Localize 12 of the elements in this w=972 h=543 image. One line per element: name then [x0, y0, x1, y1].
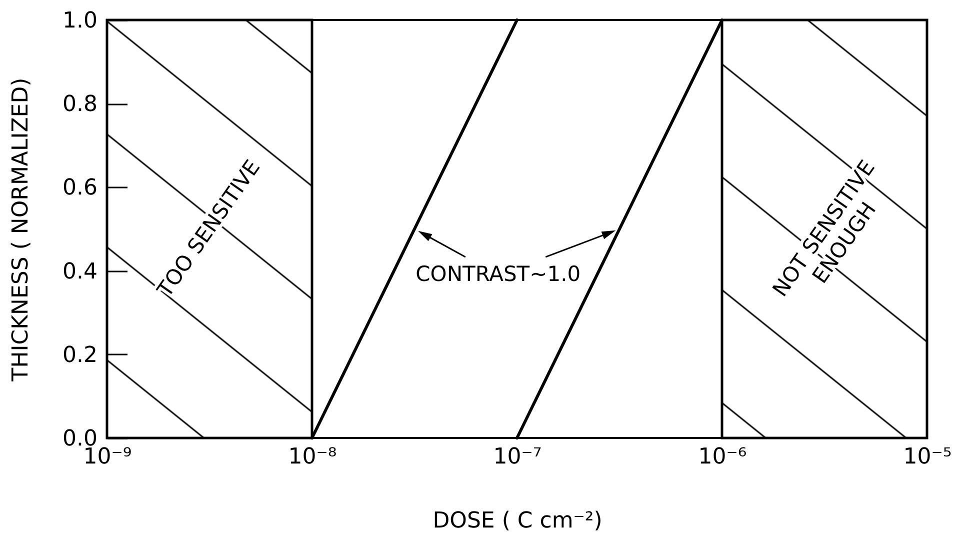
y-tick-label: 0.2 [62, 342, 98, 368]
y-tick-label: 0.6 [62, 176, 98, 201]
x-axis-title: DOSE ( C cm⁻²) [432, 508, 602, 534]
x-tick-label: 10⁻⁷ [493, 444, 542, 470]
x-tick-label: 10⁻⁵ [903, 444, 952, 470]
y-tick-label: 0.8 [62, 92, 98, 118]
x-tick-label: 10⁻⁸ [288, 444, 337, 470]
x-tick-label: 10⁻⁶ [698, 444, 747, 470]
annotation: CONTRAST~1.0 [416, 262, 581, 286]
y-tick-label: 0.4 [62, 259, 98, 284]
y-tick-label: 1.0 [62, 8, 98, 34]
y-axis-title: THICKNESS ( NORMALIZED) [8, 78, 34, 382]
